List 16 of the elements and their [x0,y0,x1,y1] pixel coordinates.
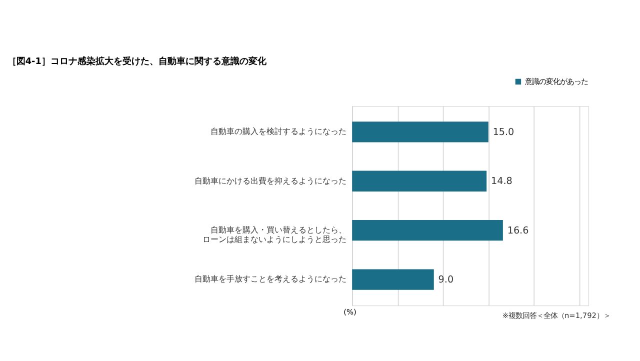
bar [352,170,487,192]
bar [352,220,503,241]
text: ※複数回答＜全体（n=1,792）＞ [502,310,610,320]
y-tick-label: 自動車を手放すことを考えるようになった [194,274,347,284]
bar [352,269,434,290]
data-label: 16.6 [507,225,529,236]
y-tick-label: 自動車にかける出費を抑えるようになった [194,175,347,186]
y-tick-label: 自動車の購入を検討するようになった [210,126,347,136]
y-tick-label: 自動車を購入・買い替えるとしたら、ローンは組まないようにしようと思った [202,224,347,244]
x-axis-title: (%) [344,308,357,317]
bar [352,122,488,142]
text: ［図4-1］コロナ感染拡大を受けた、自動車に関する意識の変化 [7,56,268,67]
data-label: 14.8 [491,176,512,188]
data-label: 9.0 [438,274,454,286]
data-label: 15.0 [492,126,514,138]
legend-label: 意識の変化があった [524,76,588,86]
